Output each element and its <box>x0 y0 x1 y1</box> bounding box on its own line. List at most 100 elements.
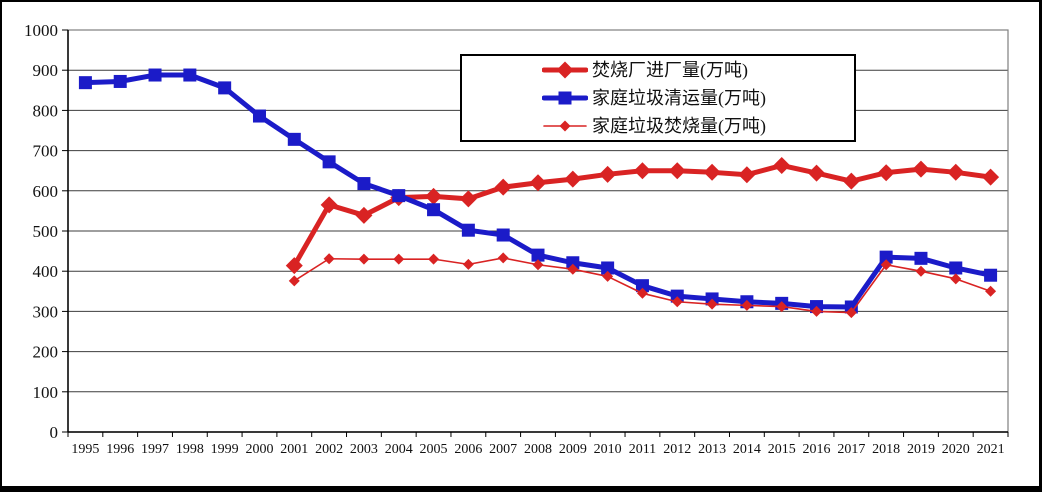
marker-diamond-icon <box>320 196 338 214</box>
marker-square-icon <box>252 109 266 123</box>
marker-diamond-icon <box>877 164 895 182</box>
legend-item-household-incinerated: 家庭垃圾焚烧量(万吨) <box>542 112 854 140</box>
svg-text:2018: 2018 <box>872 442 900 457</box>
marker-square-icon <box>601 261 615 275</box>
marker-diamond-icon <box>706 298 718 310</box>
svg-text:2016: 2016 <box>803 442 831 457</box>
svg-text:2013: 2013 <box>698 442 726 457</box>
marker-diamond-icon <box>559 120 571 132</box>
legend-label-household-collection: 家庭垃圾清运量(万吨) <box>592 88 766 108</box>
marker-square-icon <box>949 261 963 275</box>
marker-square-icon <box>566 256 580 270</box>
series-household-incinerated <box>288 252 997 319</box>
svg-text:400: 400 <box>33 262 59 281</box>
svg-text:2007: 2007 <box>489 442 517 457</box>
svg-text:1999: 1999 <box>211 442 239 457</box>
x-axis-labels: 1995 1996 1997 1998 1999 2000 2001 2002 2003 2004… <box>71 442 1004 457</box>
marker-square-icon <box>879 250 893 264</box>
marker-square-icon <box>558 91 572 105</box>
marker-square-icon <box>496 228 510 242</box>
svg-text:600: 600 <box>33 182 59 201</box>
plot-area: 0 100 200 300 400 500 600 700 800 900 1000 1995 1996… <box>24 21 1009 457</box>
svg-text:2014: 2014 <box>733 442 761 457</box>
svg-text:700: 700 <box>33 142 59 161</box>
svg-text:2008: 2008 <box>524 442 552 457</box>
svg-text:200: 200 <box>33 343 59 362</box>
svg-text:1000: 1000 <box>24 21 58 40</box>
marker-diamond-icon <box>668 162 686 180</box>
svg-text:2001: 2001 <box>280 442 308 457</box>
marker-square-icon <box>984 268 998 282</box>
marker-diamond-icon <box>985 285 997 297</box>
marker-diamond-icon <box>532 259 544 271</box>
marker-diamond-icon <box>912 160 930 178</box>
marker-diamond-icon <box>288 275 300 287</box>
svg-text:2011: 2011 <box>629 442 656 457</box>
marker-diamond-icon <box>982 168 1000 186</box>
svg-text:2010: 2010 <box>594 442 622 457</box>
marker-square-icon <box>635 279 649 293</box>
x-axis-ticks <box>67 432 1009 437</box>
marker-diamond-icon <box>358 253 370 265</box>
marker-diamond-icon <box>773 156 791 174</box>
marker-diamond-icon <box>842 172 860 190</box>
marker-diamond-icon <box>811 305 823 317</box>
svg-text:1996: 1996 <box>106 442 134 457</box>
marker-square-icon <box>218 81 232 95</box>
marker-diamond-icon <box>529 174 547 192</box>
marker-diamond-icon <box>738 166 756 184</box>
legend: 焚烧厂进厂量(万吨) 家庭垃圾清运量(万吨) 家庭垃圾焚烧量(万吨) <box>460 54 856 142</box>
marker-diamond-icon <box>845 307 857 319</box>
svg-text:2015: 2015 <box>768 442 796 457</box>
marker-diamond-icon <box>285 257 303 275</box>
marker-diamond-icon <box>776 301 788 313</box>
marker-diamond-icon <box>915 265 927 277</box>
marker-diamond-icon <box>633 162 651 180</box>
svg-text:2004: 2004 <box>385 442 413 457</box>
legend-item-plant-intake: 焚烧厂进厂量(万吨) <box>542 56 854 84</box>
svg-text:2021: 2021 <box>977 442 1005 457</box>
marker-diamond-icon <box>599 165 617 183</box>
marker-diamond-icon <box>947 163 965 181</box>
svg-text:2012: 2012 <box>663 442 691 457</box>
svg-text:1995: 1995 <box>71 442 99 457</box>
series-household-collection <box>78 68 998 314</box>
marker-diamond-icon <box>462 258 474 270</box>
svg-text:900: 900 <box>33 61 59 80</box>
svg-text:2017: 2017 <box>837 442 865 457</box>
marker-diamond-icon <box>428 253 440 265</box>
svg-text:1998: 1998 <box>176 442 204 457</box>
marker-square-icon <box>461 223 475 237</box>
marker-diamond-icon <box>703 163 721 181</box>
marker-diamond-icon <box>564 170 582 188</box>
marker-square-icon <box>183 68 197 82</box>
svg-text:0: 0 <box>50 423 59 442</box>
marker-diamond-icon <box>355 206 373 224</box>
marker-square-icon <box>287 132 301 146</box>
svg-text:800: 800 <box>33 101 59 120</box>
svg-text:500: 500 <box>33 222 59 241</box>
marker-diamond-icon <box>602 270 614 282</box>
marker-diamond-icon <box>671 296 683 308</box>
marker-diamond-icon <box>880 259 892 271</box>
legend-label-plant-intake: 焚烧厂进厂量(万吨) <box>592 60 748 80</box>
svg-text:100: 100 <box>33 383 59 402</box>
marker-diamond-icon <box>425 187 443 205</box>
marker-diamond-icon <box>497 252 509 264</box>
legend-label-household-incinerated: 家庭垃圾焚烧量(万吨) <box>592 116 766 136</box>
marker-square-icon <box>78 76 92 90</box>
household-incinerated-marker-icon <box>543 120 587 132</box>
marker-diamond-icon <box>636 287 648 299</box>
svg-text:2002: 2002 <box>315 442 343 457</box>
marker-diamond-icon <box>393 253 405 265</box>
marker-square-icon <box>392 189 406 203</box>
svg-text:2003: 2003 <box>350 442 378 457</box>
svg-text:2019: 2019 <box>907 442 935 457</box>
marker-square-icon <box>148 68 162 82</box>
svg-text:2020: 2020 <box>942 442 970 457</box>
svg-text:1997: 1997 <box>141 442 169 457</box>
svg-text:2000: 2000 <box>245 442 273 457</box>
marker-diamond-icon <box>494 178 512 196</box>
svg-text:2005: 2005 <box>420 442 448 457</box>
